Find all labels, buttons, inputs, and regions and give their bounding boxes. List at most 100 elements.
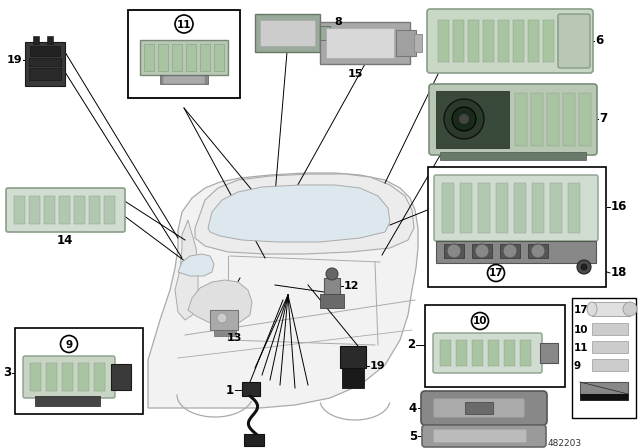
Polygon shape xyxy=(195,174,414,254)
Ellipse shape xyxy=(587,302,597,316)
Circle shape xyxy=(444,99,484,139)
Text: 4: 4 xyxy=(409,401,417,414)
Bar xyxy=(488,340,499,366)
Bar xyxy=(47,36,53,44)
Bar xyxy=(158,44,168,71)
FancyBboxPatch shape xyxy=(433,398,525,418)
Bar xyxy=(563,93,575,146)
Circle shape xyxy=(326,268,338,280)
Bar xyxy=(498,20,509,62)
Bar xyxy=(15,328,143,414)
Bar xyxy=(465,402,493,414)
Bar xyxy=(580,394,628,400)
FancyBboxPatch shape xyxy=(23,356,115,398)
FancyBboxPatch shape xyxy=(433,333,542,373)
Bar xyxy=(472,244,492,258)
Bar xyxy=(35,396,100,406)
Bar xyxy=(440,152,586,160)
Polygon shape xyxy=(178,254,214,276)
Bar xyxy=(89,196,100,224)
Bar xyxy=(472,340,483,366)
Bar xyxy=(342,368,364,388)
Polygon shape xyxy=(580,382,628,394)
Bar xyxy=(242,382,260,396)
Bar xyxy=(436,241,596,263)
Bar xyxy=(128,10,240,98)
Bar xyxy=(440,340,451,366)
FancyBboxPatch shape xyxy=(433,429,527,443)
Text: 11: 11 xyxy=(177,20,191,30)
Bar xyxy=(468,20,479,62)
Bar xyxy=(78,363,89,391)
Bar xyxy=(210,310,238,330)
Text: 17: 17 xyxy=(489,268,503,279)
Bar xyxy=(33,36,39,44)
Bar xyxy=(547,93,559,146)
Bar xyxy=(453,20,464,62)
Bar xyxy=(74,196,85,224)
Polygon shape xyxy=(208,185,390,242)
Bar xyxy=(140,40,228,75)
Bar xyxy=(186,44,196,71)
Circle shape xyxy=(577,260,591,274)
Bar xyxy=(62,363,73,391)
Bar xyxy=(444,244,464,258)
Bar xyxy=(572,298,636,418)
FancyBboxPatch shape xyxy=(421,391,547,425)
FancyBboxPatch shape xyxy=(434,175,598,241)
Bar xyxy=(59,196,70,224)
Bar xyxy=(320,22,410,64)
Text: 6: 6 xyxy=(595,34,604,47)
Circle shape xyxy=(217,313,227,323)
Text: 8: 8 xyxy=(334,17,342,27)
Polygon shape xyxy=(175,220,200,320)
Bar xyxy=(540,343,558,363)
Bar xyxy=(29,196,40,224)
Bar xyxy=(214,44,224,71)
Bar xyxy=(255,14,320,52)
Bar xyxy=(111,364,131,390)
Bar xyxy=(29,68,61,80)
FancyBboxPatch shape xyxy=(429,84,597,155)
Bar xyxy=(260,20,315,46)
Bar xyxy=(531,93,543,146)
Circle shape xyxy=(475,244,489,258)
Bar xyxy=(30,363,41,391)
Text: 482203: 482203 xyxy=(548,439,582,448)
Bar xyxy=(425,305,565,387)
Bar xyxy=(414,34,422,52)
Bar xyxy=(532,183,544,233)
Bar xyxy=(340,346,366,368)
Bar xyxy=(592,302,630,316)
Bar xyxy=(496,183,508,233)
Bar xyxy=(442,183,454,233)
Text: 17: 17 xyxy=(574,305,589,315)
Bar xyxy=(515,93,527,146)
Bar xyxy=(29,58,61,66)
Polygon shape xyxy=(188,280,252,325)
Polygon shape xyxy=(148,173,418,408)
Bar xyxy=(550,183,562,233)
Bar xyxy=(460,183,472,233)
Bar xyxy=(500,244,520,258)
Bar xyxy=(324,278,340,306)
Text: 5: 5 xyxy=(409,430,417,443)
Circle shape xyxy=(581,264,587,270)
Bar xyxy=(94,363,105,391)
Bar xyxy=(520,340,531,366)
Bar xyxy=(483,20,494,62)
Bar xyxy=(592,323,628,335)
Text: 16: 16 xyxy=(611,201,627,214)
Bar xyxy=(592,341,628,353)
Bar xyxy=(172,44,182,71)
Circle shape xyxy=(459,114,469,124)
Text: 19: 19 xyxy=(6,55,22,65)
Text: 18: 18 xyxy=(611,267,627,280)
Text: 10: 10 xyxy=(574,325,589,335)
FancyBboxPatch shape xyxy=(163,76,205,84)
Bar xyxy=(326,28,394,58)
Text: 3: 3 xyxy=(3,366,11,379)
Bar xyxy=(104,196,115,224)
Bar xyxy=(214,330,236,336)
Bar xyxy=(579,93,591,146)
